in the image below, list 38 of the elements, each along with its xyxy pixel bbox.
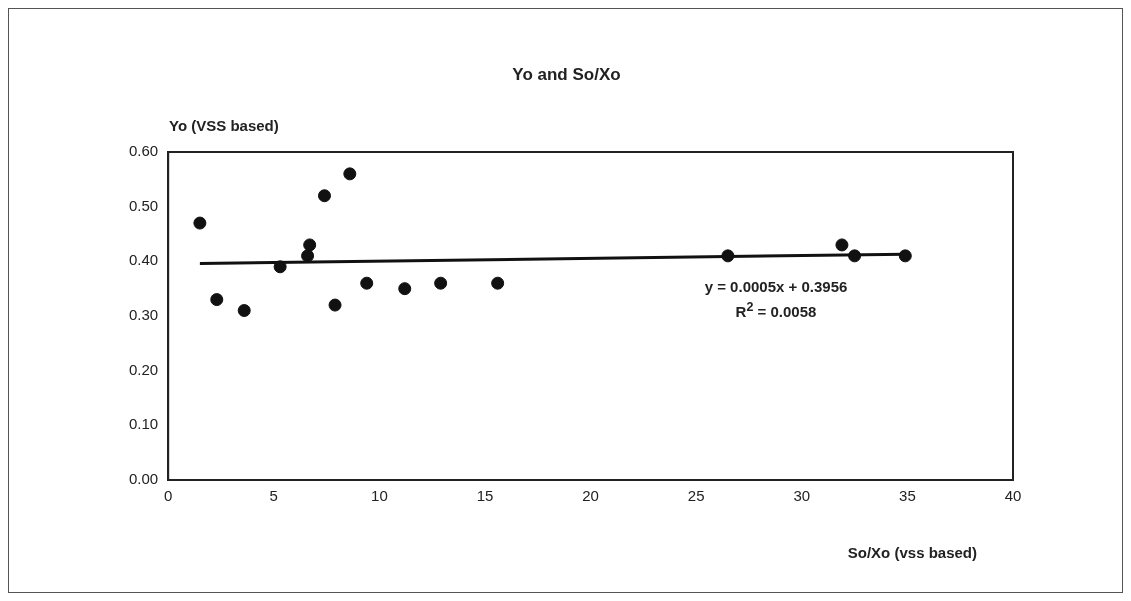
x-tick-label: 30 [793, 487, 811, 505]
y-tick-label: 0.50 [128, 196, 159, 214]
y-axis-title: Yo (VSS based) [169, 117, 279, 134]
point [898, 249, 912, 263]
y-tick-label: 0.20 [128, 360, 159, 378]
point [434, 276, 448, 290]
point [848, 249, 862, 263]
point [721, 249, 735, 263]
annotation: y = 0.0005x + 0.3956 [704, 277, 848, 297]
point [360, 276, 374, 290]
x-tick-label: 35 [899, 487, 916, 505]
point [398, 282, 412, 296]
point [317, 189, 331, 203]
x-tick-label: 25 [687, 487, 705, 505]
annotation: R$^{2}$ = 0.0058 [734, 299, 818, 322]
x-tick-label: 10 [371, 487, 388, 505]
point [210, 293, 224, 307]
y-tick-label: 0.40 [128, 251, 159, 269]
point [193, 216, 207, 230]
point [273, 260, 287, 274]
x-tick-label: 40 [1004, 487, 1022, 505]
y-tick-label: 0.30 [128, 306, 159, 324]
x-tick-label: 5 [269, 487, 278, 505]
x-axis-title: So/Xo (vss based) [847, 544, 977, 561]
y-tick-label: 0.60 [128, 142, 159, 160]
x-tick-label: 20 [582, 487, 599, 505]
chart-title: Yo and So/Xo [511, 65, 622, 85]
x-tick-label: 0 [164, 487, 173, 505]
x-tick-label: 15 [476, 487, 494, 505]
point [343, 167, 357, 181]
point [301, 249, 315, 263]
y-tick-label: 0.10 [128, 415, 159, 433]
point [237, 304, 251, 318]
point [491, 276, 505, 290]
point [835, 238, 849, 252]
point [303, 238, 317, 252]
y-tick-label: 0.00 [128, 470, 159, 488]
point [328, 298, 342, 312]
